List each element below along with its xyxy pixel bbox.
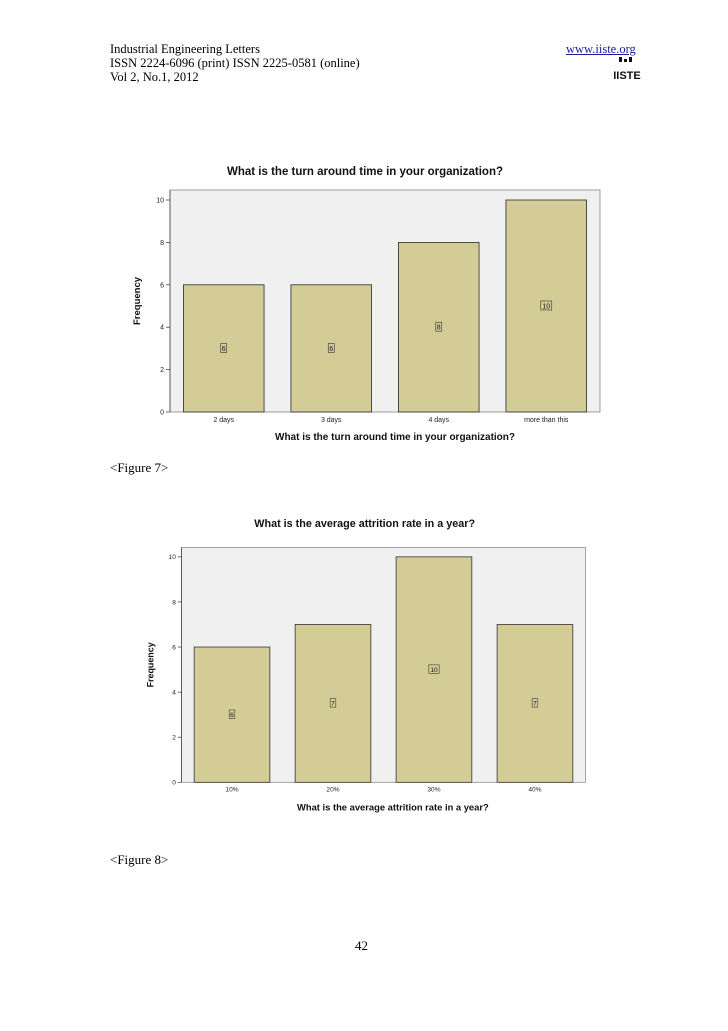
x-tick-label: 2 days (213, 417, 234, 424)
issn-line: ISSN 2224-6096 (print) ISSN 2225-0581 (o… (110, 56, 360, 70)
figure-7-chart: What is the turn around time in your org… (132, 166, 601, 443)
x-axis-label: What is the turn around time in your org… (275, 432, 515, 443)
x-tick-label: 4 days (428, 417, 449, 424)
y-tick-label: 8 (160, 240, 164, 247)
data-label-box (228, 709, 236, 719)
x-tick-label: 30% (427, 787, 440, 794)
y-tick-label: 6 (160, 282, 164, 289)
data-label: 7 (533, 701, 537, 708)
y-axis-label: Frequency (145, 642, 155, 687)
data-label: 7 (331, 701, 335, 708)
data-label-box (435, 321, 443, 332)
data-label-box (540, 300, 553, 311)
x-tick-label: more than this (524, 417, 569, 424)
y-axis-label: Frequency (132, 276, 143, 325)
data-label: 6 (329, 346, 333, 353)
y-tick-label: 0 (172, 780, 176, 787)
x-tick-label: 10% (225, 787, 238, 794)
x-axis-label: What is the average attrition rate in a … (297, 801, 489, 812)
x-tick-label: 40% (528, 787, 541, 794)
website-link[interactable]: www.iiste.org (566, 42, 636, 56)
figure-8-caption: <Figure 8> (110, 852, 169, 867)
iiste-logo: IISTE (613, 57, 641, 82)
figure-7-caption: <Figure 7> (110, 460, 169, 475)
data-label: 6 (230, 712, 234, 719)
volume-line: Vol 2, No.1, 2012 (110, 70, 199, 84)
page-number: 42 (355, 938, 368, 953)
y-tick-label: 2 (160, 367, 164, 374)
data-label: 6 (222, 346, 226, 353)
y-tick-label: 8 (172, 599, 176, 606)
x-tick-label: 3 days (321, 417, 342, 424)
data-label-box (329, 698, 337, 708)
y-tick-label: 6 (172, 644, 176, 651)
logo-text: IISTE (613, 70, 641, 82)
data-label: 10 (542, 304, 550, 311)
data-label-box (327, 343, 335, 353)
chart-title: What is the average attrition rate in a … (254, 518, 475, 530)
data-label-box (531, 698, 539, 708)
journal-title: Industrial Engineering Letters (110, 42, 260, 56)
data-label-box (220, 343, 228, 353)
data-label-box (428, 664, 440, 674)
figure-8-chart: What is the average attrition rate in a … (145, 518, 586, 812)
data-label: 10 (430, 667, 438, 674)
y-tick-label: 4 (160, 325, 164, 332)
y-tick-label: 2 (172, 735, 176, 742)
x-tick-label: 20% (326, 787, 339, 794)
y-tick-label: 10 (169, 554, 177, 561)
chart-title: What is the turn around time in your org… (227, 166, 503, 178)
y-tick-label: 10 (156, 198, 164, 205)
y-tick-label: 4 (172, 689, 176, 696)
y-tick-label: 0 (160, 410, 164, 417)
data-label: 8 (437, 325, 441, 332)
